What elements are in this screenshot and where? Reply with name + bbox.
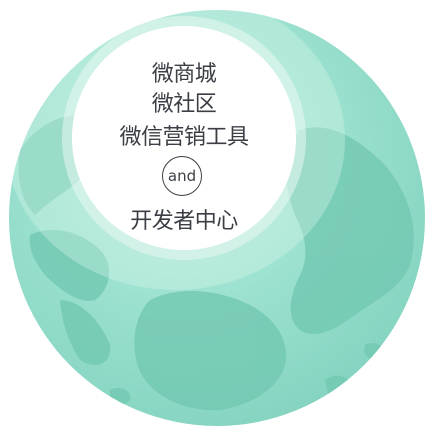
globe-icon [9,10,425,426]
promo-graphic: 微商城 微社区 微信营销工具 and 开发者中心 [9,10,425,426]
